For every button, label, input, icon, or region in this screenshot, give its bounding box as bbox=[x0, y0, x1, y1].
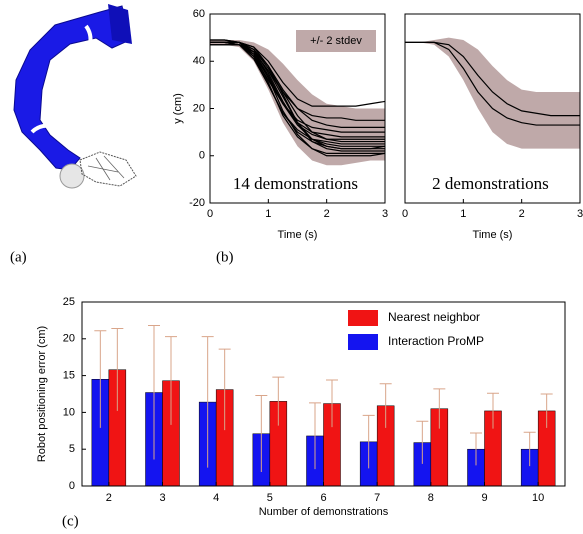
annotation: 2 demonstrations bbox=[432, 174, 549, 193]
legend-swatch bbox=[348, 310, 378, 326]
x-axis-label: Time (s) bbox=[473, 229, 513, 241]
x-tick-label: 3 bbox=[159, 492, 165, 504]
legend-label: +/- 2 stdev bbox=[310, 35, 362, 47]
x-tick-label: 8 bbox=[428, 492, 434, 504]
y-tick-label: 60 bbox=[193, 8, 205, 20]
y-tick-label: 20 bbox=[193, 102, 205, 114]
error-bar bbox=[326, 379, 338, 428]
error-bar bbox=[309, 402, 321, 470]
x-tick-label: 10 bbox=[532, 492, 544, 504]
x-tick-label: 2 bbox=[519, 208, 525, 220]
y-tick-label: 0 bbox=[69, 480, 75, 492]
stdev-band bbox=[210, 39, 385, 166]
legend-label: Interaction ProMP bbox=[388, 334, 484, 348]
error-bar bbox=[416, 420, 429, 464]
annotation: 14 demonstrations bbox=[233, 174, 358, 193]
error-bar bbox=[94, 330, 107, 428]
error-bar bbox=[379, 383, 392, 428]
x-tick-label: 5 bbox=[267, 492, 273, 504]
x-tick-label: 2 bbox=[106, 492, 112, 504]
y-tick-label: 15 bbox=[63, 370, 75, 382]
y-tick-label: 20 bbox=[63, 333, 75, 345]
error-bar bbox=[148, 325, 160, 460]
x-axis-label: Number of demonstrations bbox=[259, 506, 389, 518]
error-bar bbox=[165, 336, 177, 425]
stdev-band bbox=[405, 37, 580, 149]
y-tick-label: 5 bbox=[69, 443, 75, 455]
x-tick-label: 3 bbox=[577, 208, 583, 220]
trajectory bbox=[405, 41, 580, 126]
error-bar bbox=[272, 376, 285, 426]
panel-label: (b) bbox=[216, 249, 234, 265]
error-bar bbox=[255, 394, 268, 473]
x-tick-label: 3 bbox=[382, 208, 388, 220]
x-tick-label: 0 bbox=[402, 208, 408, 220]
legend-label: Nearest neighbor bbox=[388, 310, 480, 324]
y-axis-label: y (cm) bbox=[172, 93, 184, 124]
panel-label: (c) bbox=[62, 513, 79, 529]
error-bar bbox=[540, 393, 553, 428]
y-tick-label: 10 bbox=[63, 406, 75, 418]
x-tick-label: 2 bbox=[324, 208, 330, 220]
y-tick-label: 25 bbox=[63, 296, 75, 308]
x-tick-label: 1 bbox=[460, 208, 466, 220]
y-axis-label: Robot positioning error (cm) bbox=[36, 326, 48, 462]
trajectory bbox=[210, 41, 385, 143]
plot-frame bbox=[404, 13, 581, 204]
legend-swatch bbox=[348, 334, 378, 350]
error-bar bbox=[201, 336, 214, 468]
y-tick-label: -20 bbox=[189, 197, 205, 209]
x-axis-label: Time (s) bbox=[278, 229, 318, 241]
x-tick-label: 9 bbox=[481, 492, 487, 504]
x-tick-label: 1 bbox=[265, 208, 271, 220]
x-tick-label: 0 bbox=[207, 208, 213, 220]
x-tick-label: 6 bbox=[320, 492, 326, 504]
x-tick-label: 4 bbox=[213, 492, 219, 504]
error-bar bbox=[111, 327, 124, 411]
trajectory bbox=[210, 44, 386, 150]
x-tick-label: 7 bbox=[374, 492, 380, 504]
panel-label: (a) bbox=[10, 249, 27, 265]
legend-box bbox=[296, 30, 376, 52]
error-bar bbox=[362, 414, 375, 469]
error-bar bbox=[487, 392, 499, 429]
error-bar bbox=[218, 348, 231, 431]
y-tick-label: 40 bbox=[193, 55, 205, 67]
error-bar bbox=[523, 431, 536, 467]
plot-frame bbox=[81, 301, 566, 487]
y-tick-label: 0 bbox=[199, 150, 205, 162]
error-bar bbox=[470, 432, 482, 466]
robot-image bbox=[13, 4, 137, 189]
error-bar bbox=[433, 388, 446, 429]
